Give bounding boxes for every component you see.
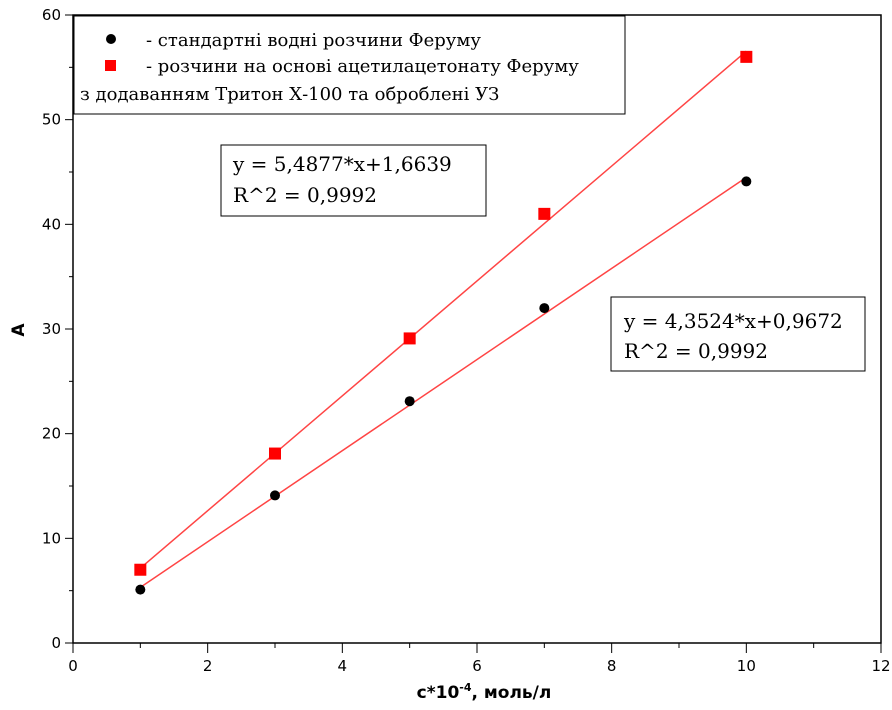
data-points bbox=[134, 50, 753, 595]
point-series-1 bbox=[404, 396, 415, 407]
y-tick-label: 0 bbox=[51, 634, 61, 652]
legend-label-2: - розчини на основі ацетилацетонату Феру… bbox=[146, 56, 579, 77]
point-series-2 bbox=[740, 50, 753, 63]
y-tick-label: 20 bbox=[42, 425, 61, 443]
y-axis-ticks: 0 10 20 30 40 50 60 bbox=[42, 6, 73, 652]
point-series-2 bbox=[134, 563, 147, 576]
x-axis-title-units: , моль/л bbox=[472, 683, 552, 703]
x-tick-label: 12 bbox=[871, 657, 890, 675]
equation-series-1: y = 4,3524*x+0,9672 bbox=[623, 309, 843, 333]
y-tick-label: 50 bbox=[42, 111, 61, 129]
x-tick-label: 2 bbox=[203, 657, 213, 675]
fit-line-series-2 bbox=[139, 50, 747, 569]
point-series-1 bbox=[539, 303, 550, 314]
fit-line-series-1 bbox=[139, 176, 747, 588]
x-tick-label: 10 bbox=[737, 657, 756, 675]
fit-lines bbox=[139, 50, 747, 588]
y-tick-label: 40 bbox=[42, 215, 61, 233]
point-series-2 bbox=[403, 332, 416, 345]
x-axis-ticks: 0 2 4 6 8 10 12 bbox=[68, 643, 891, 675]
y-axis-title: A bbox=[9, 323, 29, 337]
point-series-2 bbox=[269, 447, 281, 460]
point-series-2 bbox=[538, 207, 551, 220]
equation-box-series-2: y = 5,4877*x+1,6639 R^2 = 0,9992 bbox=[220, 144, 487, 217]
r2-series-2: R^2 = 0,9992 bbox=[233, 183, 377, 207]
x-tick-label: 8 bbox=[607, 657, 617, 675]
equation-box-frame bbox=[220, 144, 487, 217]
legend: - стандартні водні розчини Феруму - розч… bbox=[73, 15, 626, 115]
legend-label-1: - стандартні водні розчини Феруму bbox=[146, 30, 481, 51]
equation-box-series-1: y = 4,3524*x+0,9672 R^2 = 0,9992 bbox=[610, 296, 866, 372]
point-series-1 bbox=[135, 584, 146, 595]
legend-box bbox=[73, 15, 626, 115]
y-tick-label: 10 bbox=[42, 529, 61, 547]
y-tick-label: 60 bbox=[42, 6, 61, 24]
legend-marker-circle bbox=[106, 34, 116, 44]
point-series-1 bbox=[741, 176, 752, 187]
x-tick-label: 4 bbox=[338, 657, 348, 675]
y-tick-label: 30 bbox=[42, 320, 61, 338]
point-series-1 bbox=[270, 490, 280, 501]
x-tick-label: 0 bbox=[68, 657, 78, 675]
equation-box-frame bbox=[610, 296, 866, 372]
legend-label-3: з додаванням Тритон Х-100 та оброблені У… bbox=[80, 84, 499, 105]
x-axis-title-exponent: -4 bbox=[459, 681, 472, 694]
equation-series-2: y = 5,4877*x+1,6639 bbox=[232, 152, 452, 176]
x-tick-label: 6 bbox=[472, 657, 482, 675]
x-axis-title: c*10-4, моль/л bbox=[417, 681, 552, 703]
legend-marker-square bbox=[105, 60, 116, 71]
r2-series-1: R^2 = 0,9992 bbox=[624, 339, 768, 363]
